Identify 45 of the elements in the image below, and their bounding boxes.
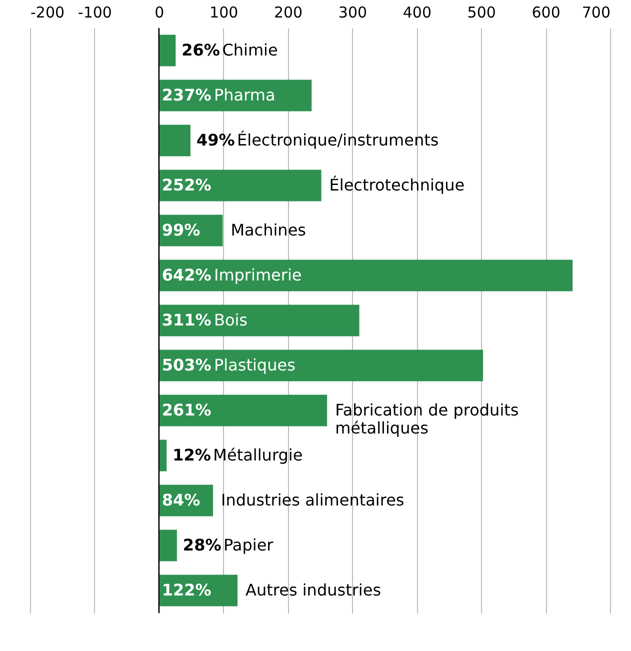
y-tick-label: Pharma	[214, 86, 276, 104]
y-tick-label: Bois	[214, 310, 248, 330]
y-tick-label: Plastiques	[214, 356, 296, 374]
data-label: 99%	[162, 220, 200, 240]
y-tick-label: Métallurgie	[213, 446, 303, 464]
bar	[158, 440, 167, 472]
y-tick-label: Électronique/instruments	[237, 130, 439, 150]
y-tick-label: Imprimerie	[214, 266, 302, 284]
data-label: 311%	[162, 310, 212, 330]
x-tick-label: 300	[338, 4, 368, 22]
y-tick-label: Fabrication de produits métalliques	[335, 400, 519, 438]
x-tick-label: 200	[274, 4, 303, 22]
y-tick-label: Chimie	[222, 40, 278, 60]
bar	[158, 304, 360, 336]
data-label: 12%	[172, 446, 211, 464]
bar	[158, 530, 177, 562]
data-label: 237%	[162, 86, 212, 104]
data-label: 261%	[162, 400, 212, 420]
x-tick-label: 600	[532, 4, 560, 22]
x-tick-label: -200	[30, 4, 65, 22]
x-tick-label: 0	[154, 4, 164, 22]
data-label: 84%	[162, 490, 200, 510]
bar	[158, 34, 176, 66]
x-tick-label: 400	[402, 4, 432, 22]
data-label: 642%	[162, 266, 212, 284]
bar	[158, 124, 190, 156]
data-label: 49%	[196, 130, 235, 150]
data-label: 503%	[162, 356, 212, 374]
y-tick-label: Autres industries	[246, 580, 382, 600]
bar	[158, 170, 322, 202]
x-tick-label: -100	[78, 4, 112, 22]
data-label: 122%	[162, 580, 212, 600]
y-tick-label: Machines	[230, 220, 306, 240]
x-tick-label: 500	[467, 4, 496, 22]
bar	[158, 260, 573, 292]
data-label: 28%	[182, 536, 222, 554]
bar	[158, 394, 328, 426]
bar	[158, 350, 484, 382]
x-tick-label: 100	[210, 4, 238, 22]
y-tick-label: Électrotechnique	[329, 176, 465, 194]
data-label: 26%	[182, 40, 220, 60]
data-label: 252%	[162, 176, 212, 194]
y-tick-label: Industries alimentaires	[221, 490, 404, 510]
y-tick-label: Papier	[223, 536, 274, 554]
x-tick-label: 700	[582, 4, 610, 22]
